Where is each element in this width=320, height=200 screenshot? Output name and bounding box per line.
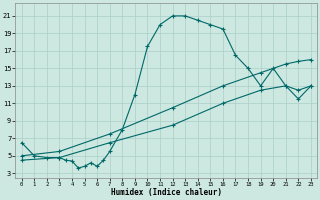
X-axis label: Humidex (Indice chaleur): Humidex (Indice chaleur) — [111, 188, 222, 197]
